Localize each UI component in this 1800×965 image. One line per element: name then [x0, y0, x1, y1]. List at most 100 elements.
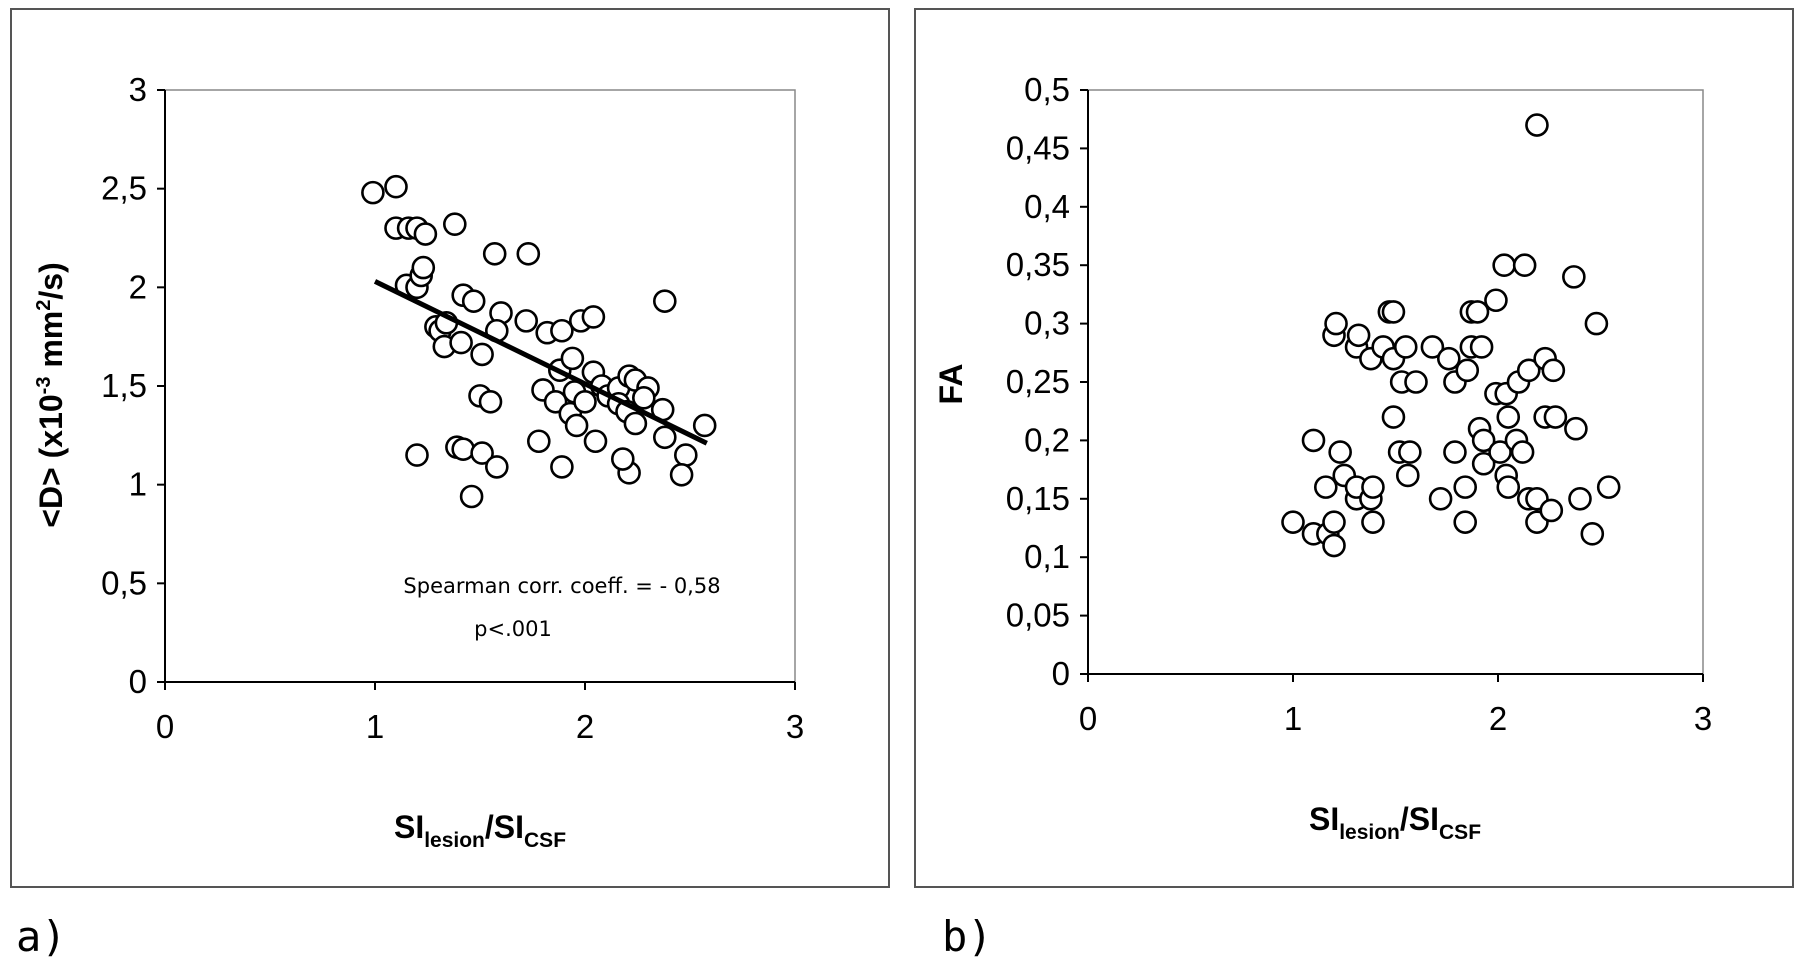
y-tick-label-a: 3	[129, 71, 147, 108]
data-point-b	[1541, 358, 1566, 383]
data-point-b	[1564, 416, 1588, 441]
y-tick-label-a: 2	[129, 268, 147, 305]
data-point-a	[631, 386, 656, 410]
xlabel-b-sub1: lesion	[1339, 821, 1400, 844]
x-tick-label-b: 3	[1694, 700, 1712, 737]
data-point-b	[1484, 288, 1508, 313]
data-point-b	[1510, 440, 1535, 464]
y-tick-label-a: 2,5	[101, 170, 147, 207]
data-point-a	[550, 455, 574, 479]
data-point-b	[1281, 510, 1305, 534]
data-point-b	[1496, 475, 1521, 499]
data-point-b	[1492, 253, 1516, 278]
annotation-correlation: Spearman corr. coeff. = - 0,58	[403, 574, 720, 598]
y-tick-label-b: 0,4	[1024, 188, 1070, 225]
y-axis-title-a: <D> (x10-3 mm2/s)	[33, 262, 69, 527]
data-point-a	[673, 443, 698, 467]
data-point-a	[526, 429, 551, 454]
data-point-a	[451, 437, 476, 461]
data-point-b	[1393, 335, 1418, 359]
x-tick-label-b: 1	[1284, 700, 1302, 737]
data-point-a	[478, 389, 503, 414]
data-point-b	[1496, 405, 1521, 429]
x-axis-title-b: SIlesion/SICSF	[1309, 801, 1481, 844]
data-point-a	[669, 462, 694, 487]
xlabel-a-main: SI	[394, 809, 424, 845]
xlabel-b-sub2: CSF	[1439, 821, 1481, 844]
data-point-b	[1314, 475, 1338, 499]
data-point-a	[482, 241, 507, 266]
data-point-b	[1420, 335, 1445, 359]
data-point-b	[1488, 440, 1512, 464]
x-tick-label-a: 3	[786, 708, 804, 745]
data-point-b	[1398, 440, 1422, 464]
ylabel-a-sup1: -3	[33, 377, 55, 395]
y-tick-label-b: 0,3	[1024, 305, 1070, 342]
data-point-a	[361, 180, 385, 205]
points-a	[361, 174, 717, 509]
data-point-b	[1437, 346, 1461, 371]
data-point-b	[1346, 323, 1371, 348]
data-point-b	[1469, 335, 1494, 359]
chart-b: 0 0,05 0,1 0,15 0,2 0,25 0,3 0,35 0,4 0,45 0,5 0 1 2 3…	[933, 71, 1712, 844]
data-point-a	[411, 255, 436, 280]
y-tick-label-a: 1	[129, 466, 147, 503]
data-point-b	[1465, 300, 1490, 324]
data-point-b	[1453, 475, 1477, 499]
data-point-a	[516, 241, 541, 266]
data-point-a	[384, 174, 408, 199]
data-point-b	[1525, 113, 1549, 137]
ticks-b: 0 0,05 0,1 0,15 0,2 0,25 0,3 0,35 0,4 0,45 0,5 0 1 2 3	[1006, 71, 1712, 737]
data-point-a	[581, 305, 606, 329]
data-point-b	[1328, 440, 1352, 464]
data-point-b	[1381, 300, 1406, 324]
x-tick-label-b: 2	[1489, 700, 1507, 737]
data-point-b	[1324, 311, 1348, 336]
data-point-b	[1562, 265, 1586, 289]
data-point-a	[514, 309, 539, 333]
y-tick-label-a: 0,5	[101, 564, 147, 601]
xlabel-a-sub1: lesion	[424, 829, 485, 852]
data-point-a	[652, 425, 677, 450]
ylabel-a-part1: <D> (x10	[33, 394, 69, 527]
data-point-a	[413, 222, 438, 246]
y-tick-label-b: 0,1	[1024, 538, 1070, 575]
data-point-a	[573, 389, 597, 414]
points-b	[1281, 113, 1621, 558]
y-tick-label-a: 1,5	[101, 367, 147, 404]
xlabel-b-main: SI	[1309, 801, 1339, 837]
ylabel-a-part2: mm	[33, 311, 69, 377]
x-tick-label-a: 1	[366, 708, 384, 745]
data-point-b	[1428, 486, 1453, 511]
panel-label-b: b)	[942, 912, 993, 961]
trendline-a	[373, 279, 708, 446]
y-tick-label-b: 0,45	[1006, 129, 1070, 166]
x-tick-label-a: 0	[156, 708, 174, 745]
panel-b-frame	[914, 8, 1794, 888]
data-point-a	[550, 318, 574, 343]
panel-label-a: a)	[16, 912, 67, 961]
data-point-b	[1404, 370, 1428, 394]
data-point-a	[583, 429, 608, 454]
data-point-b	[1471, 428, 1496, 453]
y-tick-label-b: 0,2	[1024, 421, 1070, 458]
x-tick-label-b: 0	[1079, 700, 1097, 737]
data-point-b	[1584, 311, 1609, 336]
ticks-a: 0 0,5 1 1,5 2 2,5 3 0 1 2 3	[101, 71, 804, 745]
data-point-b	[1322, 533, 1346, 558]
data-point-a	[692, 413, 717, 438]
data-point-b	[1539, 498, 1564, 523]
data-point-a	[449, 330, 473, 355]
x-tick-label-a: 2	[576, 708, 594, 745]
data-point-a	[442, 212, 467, 236]
ylabel-a-sup2: 2	[33, 300, 55, 311]
data-point-a	[461, 289, 486, 313]
data-point-b	[1381, 405, 1406, 429]
y-tick-label-b: 0,05	[1006, 597, 1070, 634]
data-point-a	[470, 342, 494, 367]
data-point-b	[1596, 475, 1621, 499]
data-point-b	[1361, 475, 1385, 499]
xlabel-b-mid: /SI	[1400, 801, 1439, 837]
y-tick-label-a: 0	[129, 663, 147, 700]
chart-a: 0 0,5 1 1,5 2 2,5 3 0 1 2 3 Spearman corr. coeff. …	[33, 71, 804, 852]
